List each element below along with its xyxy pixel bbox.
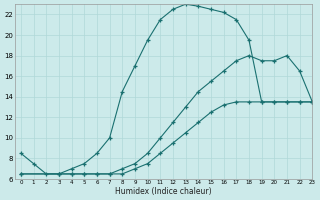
- X-axis label: Humidex (Indice chaleur): Humidex (Indice chaleur): [115, 187, 212, 196]
